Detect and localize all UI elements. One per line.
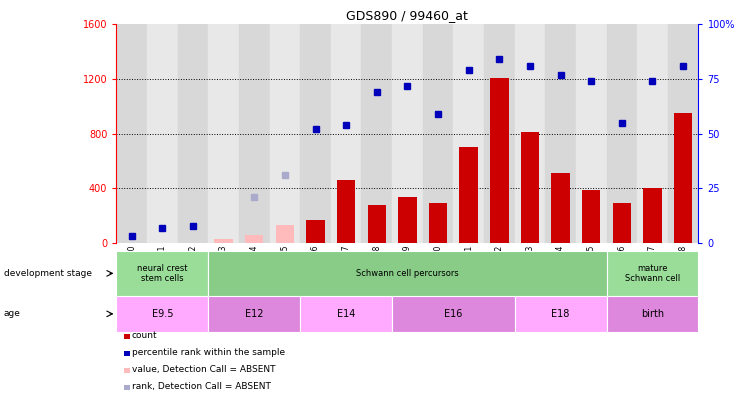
Bar (668, 251, 698, 296)
Text: E18: E18 (551, 309, 570, 319)
Bar (367, 205, 386, 243)
Bar (644, 188, 662, 243)
Bar (674, 113, 692, 243)
Text: rank, Detection Call = ABSENT: rank, Detection Call = ABSENT (131, 382, 270, 391)
Text: Schwann cell percursors: Schwann cell percursors (356, 269, 459, 278)
Bar (300, 296, 392, 332)
Bar (637, 24, 668, 243)
Text: count: count (131, 331, 158, 340)
Bar (239, 251, 270, 296)
Text: value, Detection Call = ABSENT: value, Detection Call = ABSENT (131, 365, 275, 374)
Bar (668, 24, 698, 243)
Bar (116, 251, 147, 296)
Text: E16: E16 (444, 309, 463, 319)
Bar (576, 251, 607, 296)
Bar (514, 251, 545, 296)
Bar (306, 220, 324, 243)
Bar (215, 239, 233, 243)
Bar (300, 251, 331, 296)
Bar (545, 24, 576, 243)
Text: percentile rank within the sample: percentile rank within the sample (131, 348, 285, 357)
Bar (545, 251, 576, 296)
Bar (116, 251, 208, 296)
Text: neural crest
stem cells: neural crest stem cells (137, 264, 188, 283)
Bar (337, 180, 355, 243)
Text: mature
Schwann cell: mature Schwann cell (625, 264, 680, 283)
Bar (637, 251, 668, 296)
Bar (276, 225, 294, 243)
Bar (423, 24, 454, 243)
Bar (423, 251, 454, 296)
Bar (607, 296, 698, 332)
Bar (520, 132, 539, 243)
Bar (331, 24, 361, 243)
Bar (208, 24, 239, 243)
Bar (116, 296, 208, 332)
Bar (361, 24, 392, 243)
Bar (392, 24, 423, 243)
Bar (361, 251, 392, 296)
Text: E12: E12 (245, 309, 264, 319)
Text: development stage: development stage (4, 269, 92, 278)
Bar (147, 24, 178, 243)
Bar (607, 24, 637, 243)
Bar (270, 251, 300, 296)
Bar (300, 24, 331, 243)
Bar (239, 24, 270, 243)
Bar (429, 203, 448, 243)
Bar (392, 251, 423, 296)
Bar (607, 251, 637, 296)
Text: age: age (4, 309, 20, 318)
Bar (392, 296, 514, 332)
Bar (490, 78, 508, 243)
Bar (514, 24, 545, 243)
Bar (514, 296, 607, 332)
Bar (398, 196, 417, 243)
Bar (454, 24, 484, 243)
Bar (270, 24, 300, 243)
Bar (460, 147, 478, 243)
Bar (178, 251, 208, 296)
Bar (208, 296, 300, 332)
Bar (116, 24, 147, 243)
Text: E14: E14 (337, 309, 355, 319)
Title: GDS890 / 99460_at: GDS890 / 99460_at (346, 9, 469, 22)
Bar (178, 24, 208, 243)
Bar (454, 251, 484, 296)
Bar (551, 173, 570, 243)
Bar (245, 235, 264, 243)
Text: birth: birth (641, 309, 664, 319)
Bar (607, 251, 698, 296)
Bar (582, 190, 600, 243)
Bar (576, 24, 607, 243)
Bar (208, 251, 239, 296)
Text: E9.5: E9.5 (152, 309, 173, 319)
Bar (484, 251, 514, 296)
Bar (484, 24, 514, 243)
Bar (147, 251, 178, 296)
Bar (208, 251, 607, 296)
Bar (613, 203, 631, 243)
Bar (331, 251, 361, 296)
